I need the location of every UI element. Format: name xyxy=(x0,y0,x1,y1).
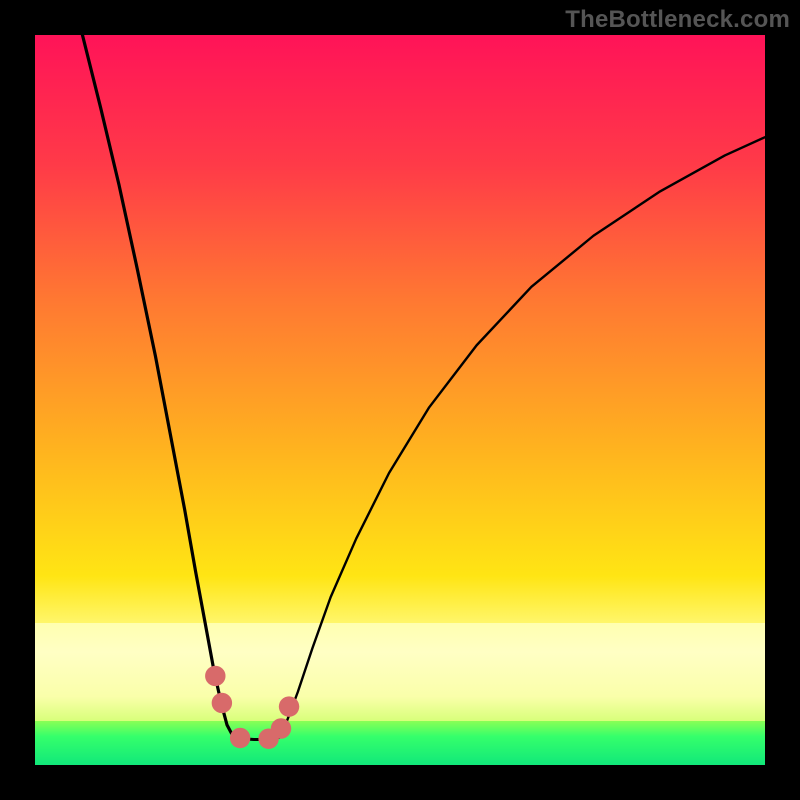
outer-frame: TheBottleneck.com xyxy=(0,0,800,800)
chart-overlay xyxy=(35,35,765,765)
plot-area xyxy=(35,35,765,765)
data-point xyxy=(230,728,250,748)
watermark-text: TheBottleneck.com xyxy=(565,6,790,34)
data-point xyxy=(271,718,291,738)
data-point xyxy=(279,696,299,716)
curve-left xyxy=(82,35,233,737)
data-point xyxy=(205,666,225,686)
dots-group xyxy=(205,666,299,749)
data-point xyxy=(212,693,232,713)
curve-right xyxy=(280,137,765,737)
